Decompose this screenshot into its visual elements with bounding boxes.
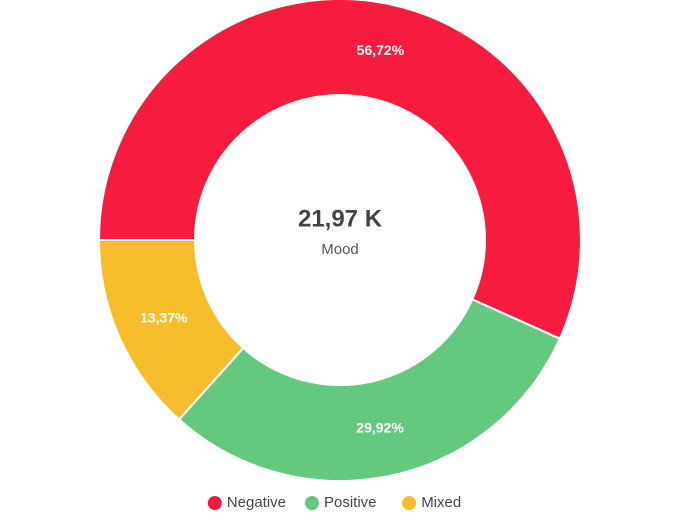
value-label: 56,72%	[357, 42, 405, 58]
legend-label: Negative	[227, 494, 286, 511]
value-label: 29,92%	[356, 420, 404, 436]
donut-segment	[97, 0, 582, 341]
legend-label: Positive	[324, 494, 377, 511]
value-label: 13,37%	[140, 309, 188, 325]
center-subtitle: Mood	[321, 241, 359, 258]
legend-marker	[402, 496, 417, 510]
donut-segment	[177, 298, 562, 482]
center-title: 21,97 K	[298, 205, 383, 232]
legend-marker	[207, 496, 222, 510]
legend-label: Mixed	[421, 494, 461, 511]
donut-segment	[97, 239, 245, 421]
legend-marker	[305, 496, 319, 510]
